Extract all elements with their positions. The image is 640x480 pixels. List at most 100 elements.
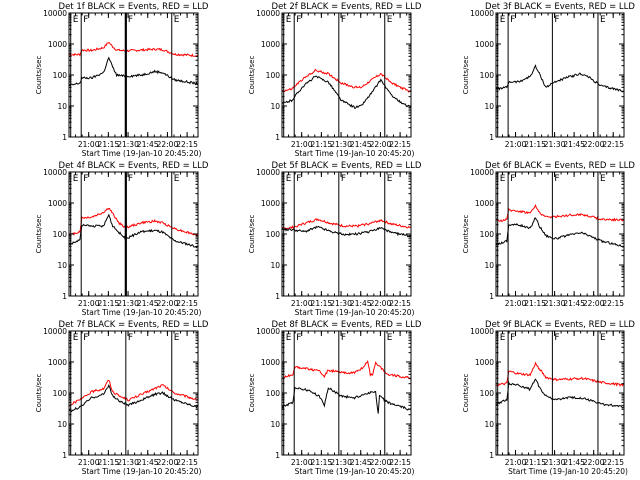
y-tick-label: 10 xyxy=(484,261,494,270)
panel-title: Det 3f BLACK = Events, RED = LLD xyxy=(485,2,635,12)
plot-frame xyxy=(281,171,412,297)
series-line-black xyxy=(69,56,198,87)
time-marker-label: E xyxy=(500,174,506,184)
x-tick-label: 21:45 xyxy=(350,458,372,467)
x-axis-label: Start Time (19-Jan-10 20:45:20) xyxy=(82,467,202,476)
y-tick-label: 10000 xyxy=(43,168,67,177)
y-tick-label: 10 xyxy=(270,420,280,429)
y-axis-label: Counts/sec xyxy=(462,374,470,413)
x-tick-label: 22:00 xyxy=(583,140,605,149)
x-axis-label: Start Time (19-Jan-10 20:45:20) xyxy=(82,149,202,158)
y-tick-label: 1 xyxy=(489,292,494,301)
x-tick-label: 21:15 xyxy=(98,299,120,308)
y-tick-label: 1000 xyxy=(475,199,494,208)
x-tick-label: 21:30 xyxy=(544,140,566,149)
series-line-black xyxy=(496,217,624,248)
y-tick-label: 1000 xyxy=(261,358,280,367)
series-line-red xyxy=(69,379,198,407)
panel-1: Det 1f BLACK = Events, RED = LLD Counts/s… xyxy=(35,2,209,158)
y-tick-label: 10 xyxy=(57,102,67,111)
x-tick-label: 21:15 xyxy=(524,299,546,308)
x-tick-label: 22:15 xyxy=(602,140,624,149)
x-tick-label: 21:45 xyxy=(350,140,372,149)
x-axis-label: Start Time (19-Jan-10 20:45:20) xyxy=(82,308,202,317)
x-tick-label: 21:30 xyxy=(117,458,139,467)
y-axis-label: Counts/sec xyxy=(35,374,43,413)
time-marker-label: F xyxy=(128,174,133,184)
y-tick-label: 1 xyxy=(275,292,280,301)
time-marker-label: E xyxy=(174,15,180,25)
x-tick-label: 21:00 xyxy=(78,299,100,308)
time-marker-label: E xyxy=(600,333,606,343)
time-marker-label: E xyxy=(174,174,180,184)
x-tick-label: 22:15 xyxy=(602,299,624,308)
x-tick-label: 21:45 xyxy=(563,458,585,467)
time-marker-label: E xyxy=(387,174,393,184)
plot-frame xyxy=(68,171,199,297)
panel-title: Det 9f BLACK = Events, RED = LLD xyxy=(485,320,635,330)
y-axis-label: Counts/sec xyxy=(35,215,43,254)
time-marker-label: F xyxy=(296,333,301,343)
y-tick-label: 10000 xyxy=(256,168,280,177)
y-tick-label: 1 xyxy=(489,451,494,460)
y-tick-label: 1 xyxy=(275,451,280,460)
time-marker-label: F xyxy=(554,333,559,343)
series-line-red xyxy=(69,207,198,238)
y-axis-label: Counts/sec xyxy=(248,215,256,254)
x-tick-label: 21:15 xyxy=(311,299,333,308)
x-axis-label: Start Time (19-Jan-10 20:45:20) xyxy=(295,467,415,476)
x-tick-label: 21:30 xyxy=(330,140,352,149)
time-marker-label: F xyxy=(510,333,515,343)
y-axis-label: Counts/sec xyxy=(248,374,256,413)
time-marker-label: F xyxy=(554,174,559,184)
y-tick-label: 100 xyxy=(53,71,68,80)
y-tick-label: 1000 xyxy=(261,40,280,49)
panel-title: Det 7f BLACK = Events, RED = LLD xyxy=(59,320,209,330)
y-axis-label: Counts/sec xyxy=(248,56,256,95)
panel-title: Det 1f BLACK = Events, RED = LLD xyxy=(59,2,209,12)
x-tick-label: 21:45 xyxy=(350,299,372,308)
panel-2: Det 2f BLACK = Events, RED = LLD Counts/s… xyxy=(248,2,422,158)
y-tick-label: 10000 xyxy=(43,327,67,336)
series-line-red xyxy=(282,68,411,93)
time-marker-label: F xyxy=(83,333,88,343)
x-tick-label: 21:15 xyxy=(524,140,546,149)
x-tick-label: 21:00 xyxy=(505,140,527,149)
y-tick-label: 10 xyxy=(57,261,67,270)
time-marker-label: F xyxy=(341,333,346,343)
time-marker-label: F xyxy=(554,15,559,25)
panel-5: Det 5f BLACK = Events, RED = LLD Counts/s… xyxy=(248,161,422,317)
y-tick-label: 10000 xyxy=(470,9,494,18)
x-tick-label: 21:45 xyxy=(563,299,585,308)
time-marker-label: F xyxy=(83,174,88,184)
x-tick-label: 21:00 xyxy=(505,299,527,308)
panel-6: Det 6f BLACK = Events, RED = LLD Counts/s… xyxy=(462,161,635,308)
time-marker-label: E xyxy=(286,174,292,184)
y-tick-label: 10 xyxy=(484,102,494,111)
x-tick-label: 21:00 xyxy=(291,299,313,308)
x-tick-label: 21:30 xyxy=(544,299,566,308)
x-axis-label: Start Time (19-Jan-10 20:45:20) xyxy=(508,467,628,476)
time-marker-label: E xyxy=(174,333,180,343)
time-marker-label: E xyxy=(286,15,292,25)
plot-frame xyxy=(495,171,625,297)
x-axis-label: Start Time (19-Jan-10 20:45:20) xyxy=(295,308,415,317)
plot-frame xyxy=(281,12,412,138)
y-axis-label: Counts/sec xyxy=(462,56,470,95)
time-marker-label: F xyxy=(296,15,301,25)
series-line-black xyxy=(282,386,411,414)
y-tick-label: 1 xyxy=(62,133,67,142)
x-tick-label: 21:00 xyxy=(505,458,527,467)
series-line-black xyxy=(69,384,198,413)
time-marker-label: F xyxy=(128,333,133,343)
y-tick-label: 1000 xyxy=(475,40,494,49)
x-tick-label: 22:00 xyxy=(157,140,179,149)
panel-title: Det 4f BLACK = Events, RED = LLD xyxy=(59,161,209,171)
series-line-red xyxy=(282,218,411,230)
y-tick-label: 100 xyxy=(480,230,495,239)
x-tick-label: 21:45 xyxy=(137,140,159,149)
x-tick-label: 22:00 xyxy=(370,140,392,149)
x-tick-label: 21:00 xyxy=(78,140,100,149)
x-tick-label: 22:00 xyxy=(370,299,392,308)
